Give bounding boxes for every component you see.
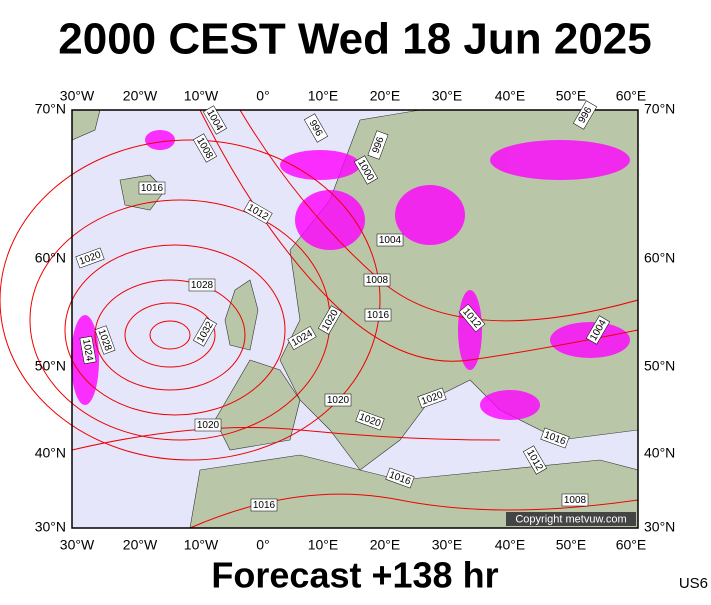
longitude-label: 30°E: [432, 88, 463, 104]
isobar-label: 1020: [324, 393, 352, 407]
latitude-label: 40°N: [644, 445, 675, 461]
isobar-label-box: [540, 427, 570, 449]
map-labels: 30°W 30°W 20°W 20°W 10°W 10°W 0° 0° 10°E 10°E 20°E…: [35, 88, 676, 553]
isobar-label-box: [192, 133, 218, 163]
longitude-label: 60°E: [616, 88, 647, 104]
isobar-label-text: 1008: [564, 495, 587, 506]
isobar-label: 1004: [376, 233, 404, 247]
longitude-label: 30°W: [60, 537, 95, 553]
latitude-label: 50°N: [644, 358, 675, 374]
isobar-label-box: [287, 325, 317, 351]
isobar-label-box: [192, 317, 218, 347]
isobar-label: 1024: [79, 335, 97, 365]
latitude-label: 60°N: [644, 250, 675, 266]
latitude-label: 70°N: [644, 101, 675, 117]
isobar-label-box: [79, 335, 97, 365]
isobar-label: 1020: [194, 418, 222, 432]
isobar-label-text: 1020: [197, 420, 220, 431]
longitude-label: 0°: [256, 537, 269, 553]
isobar-label-box: [188, 278, 216, 292]
copyright: Copyright metvuw.com: [515, 513, 626, 525]
isobar-label: 1028: [188, 278, 216, 292]
isobar-label-box: [194, 418, 222, 432]
isobar-label-box: [585, 315, 611, 345]
isobar-label-box: [243, 199, 273, 225]
isobar-label-box: [458, 303, 486, 333]
longitude-label: 10°E: [308, 537, 339, 553]
longitude-label: 0°: [256, 88, 269, 104]
isobar-label: 1016: [364, 308, 392, 322]
isobar-label-box: [363, 273, 391, 287]
copyright-box: [506, 512, 636, 526]
isobar-label: 1016: [138, 181, 166, 195]
longitude-label: 30°W: [60, 88, 95, 104]
longitude-label: 10°E: [308, 88, 339, 104]
isobar-label-box: [376, 233, 404, 247]
precipitation: [71, 130, 630, 420]
latitude-label: 30°N: [35, 519, 66, 535]
latitude-label: 60°N: [35, 250, 66, 266]
isobar-label-box: [355, 409, 385, 431]
longitude-label: 60°E: [616, 537, 647, 553]
longitude-label: 20°W: [123, 88, 158, 104]
isobar-label-box: [561, 493, 589, 507]
longitude-label: 40°E: [495, 88, 526, 104]
longitude-label: 20°E: [370, 88, 401, 104]
longitude-label: 50°E: [556, 537, 587, 553]
isobar-label-box: [303, 113, 329, 143]
isobar-label-box: [353, 155, 379, 185]
isobar-label: 1016: [250, 498, 278, 512]
latitude-label: 40°N: [35, 445, 66, 461]
longitude-label: 30°E: [432, 537, 463, 553]
isobar-label-box: [417, 387, 447, 409]
latitude-label: 50°N: [35, 358, 66, 374]
map-area: [0, 109, 639, 529]
isobar-label-box: [138, 181, 166, 195]
longitude-label: 50°E: [556, 88, 587, 104]
forecast-label: Forecast +138 hr: [211, 555, 498, 596]
map-frame: [71, 109, 639, 529]
isobar-label-text: 1016: [253, 500, 276, 511]
latitude-label: 30°N: [644, 519, 675, 535]
isobar-label-box: [522, 445, 548, 475]
longitude-label: 40°E: [495, 537, 526, 553]
isobar-label-box: [202, 105, 228, 135]
isobar-label: 996: [367, 130, 389, 160]
land: [71, 109, 639, 529]
longitude-label: 20°E: [370, 537, 401, 553]
isobar-label-text: 1008: [366, 275, 389, 286]
isobar-label-text: 1016: [367, 310, 390, 321]
isobars: [0, 109, 639, 529]
isobar-label: 1008: [363, 273, 391, 287]
longitude-label: 10°W: [184, 88, 219, 104]
isobar-label: 1008: [561, 493, 589, 507]
isobar-label-text: 1028: [191, 280, 214, 291]
isobar-label-box: [317, 305, 343, 335]
isobar-label-box: [385, 467, 415, 489]
isobar-label-box: [364, 308, 392, 322]
isobar-label-box: [75, 247, 105, 269]
isobar-label-box: [367, 130, 389, 160]
isobar-label-box: [250, 498, 278, 512]
isobar-label-box: [324, 393, 352, 407]
latitude-label: 70°N: [35, 101, 66, 117]
longitude-label: 10°W: [184, 537, 219, 553]
model-code: US6: [679, 575, 708, 592]
isobar-label-text: 1024: [80, 338, 95, 362]
isobar-label-box: [94, 325, 116, 355]
isobar-label-box: [572, 100, 598, 130]
longitude-label: 20°W: [123, 537, 158, 553]
isobar-label-text: 1016: [141, 183, 164, 194]
isobar-label-text: 1020: [327, 395, 350, 406]
title: 2000 CEST Wed 18 Jun 2025: [58, 15, 651, 64]
isobar-label-text: 1004: [379, 235, 402, 246]
